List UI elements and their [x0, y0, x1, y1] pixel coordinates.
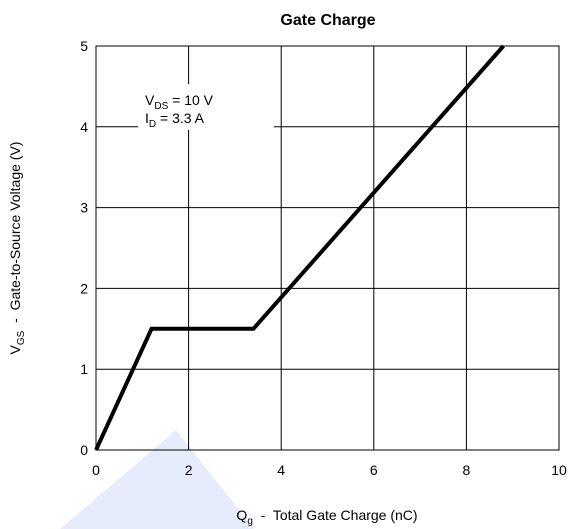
plot-frame: [95, 45, 560, 451]
y-tick-labels: 0 1 2 3 4 5: [80, 38, 88, 458]
y-axis-label: VGS - Gate-to-Source Voltage (V): [7, 142, 27, 355]
series-group: [94, 44, 505, 451]
y-tick-label-3: 3: [80, 200, 88, 216]
annotation-vds-main: V: [145, 92, 155, 108]
x-tick-label-10: 10: [551, 462, 567, 478]
x-tick-label-4: 4: [277, 462, 285, 478]
y-axis-label-main: V: [7, 344, 23, 354]
x-axis-label-rest: - Total Gate Charge (nC): [253, 507, 418, 523]
annotation-vds-sub: DS: [154, 101, 168, 112]
annotation-id: ID = 3.3 A: [145, 110, 205, 130]
x-tick-label-6: 6: [370, 462, 378, 478]
annotation-id-sub: D: [149, 119, 156, 130]
y-tick-label-1: 1: [80, 361, 88, 377]
y-axis-label-sub: GS: [16, 330, 27, 345]
y-tick-label-4: 4: [80, 119, 88, 135]
watermark-shape: [60, 430, 254, 529]
y-tick-label-0: 0: [80, 442, 88, 458]
annotation-id-main: I: [145, 110, 149, 126]
x-tick-labels: 0 2 4 6 8 10: [92, 462, 567, 478]
x-tick-label-2: 2: [185, 462, 193, 478]
x-axis-label-sub: g: [247, 516, 253, 527]
x-axis-label-main: Q: [236, 507, 247, 523]
annotation-vds: VDS = 10 V: [145, 92, 214, 112]
x-tick-label-8: 8: [463, 462, 471, 478]
annotation-background: [138, 84, 274, 130]
series-line-0: [94, 44, 505, 451]
annotation-id-rest: = 3.3 A: [156, 110, 205, 126]
x-axis-label: Qg - Total Gate Charge (nC): [236, 507, 417, 527]
chart-title: Gate Charge: [280, 12, 375, 29]
annotation-vds-rest: = 10 V: [168, 92, 213, 108]
y-tick-label-5: 5: [80, 38, 88, 54]
x-tick-label-0: 0: [92, 462, 100, 478]
y-axis-label-rest: - Gate-to-Source Voltage (V): [7, 142, 23, 331]
y-tick-label-2: 2: [80, 280, 88, 296]
